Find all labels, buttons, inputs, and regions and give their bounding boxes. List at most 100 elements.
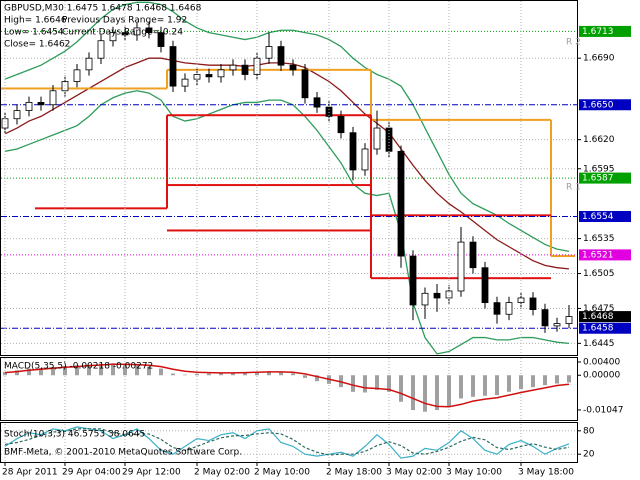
level-label: 1.6521 [582, 250, 614, 260]
candle-body [73, 69, 81, 82]
x-tick-label: 3 May 18:00 [518, 468, 574, 478]
level-box [579, 311, 631, 323]
y-tick-label: -0.01047 [583, 405, 623, 415]
y-tick-label: 0.00400 [583, 357, 620, 367]
y-tick-label: 0.00000 [583, 371, 620, 381]
macd-bar [231, 372, 235, 376]
macd-bar [411, 375, 415, 411]
candle-body [481, 267, 489, 304]
candle-body [529, 297, 537, 311]
level-box [579, 249, 631, 261]
macd-bar [3, 371, 7, 376]
macd-bar [15, 370, 19, 376]
candle-body [505, 302, 513, 315]
series-line [4, 57, 570, 270]
macd-bar [279, 371, 283, 376]
y-tick-label: 1.6535 [583, 234, 615, 244]
info-prev-range: Previous Days Range= 1.92 [62, 16, 187, 26]
x-tick-label: 3 May 02:00 [386, 468, 442, 478]
x-tick-label: 28 Apr 2011 [2, 468, 58, 478]
series-line [4, 90, 570, 355]
macd-bar [99, 363, 103, 376]
macd-bar [495, 375, 499, 396]
y-tick-label: 1.6595 [583, 164, 615, 174]
macd-bar [423, 375, 427, 412]
macd-bar [471, 375, 475, 397]
macd-bar [363, 375, 367, 393]
stoch-panel-frame [0, 422, 578, 463]
candle-body [109, 32, 117, 42]
level-label: 1.6650 [582, 100, 614, 110]
candle-body [289, 64, 297, 71]
macd-bar [87, 364, 91, 376]
macd-bar [135, 365, 139, 376]
level-label: 1.6468 [582, 312, 614, 322]
candle-body [205, 74, 213, 78]
candle-body [1, 118, 9, 129]
candle-body [25, 102, 33, 111]
y-tick-label: 1.6620 [583, 135, 615, 145]
candle-body [217, 69, 225, 78]
x-tick-label: 29 Apr 04:00 [62, 468, 121, 478]
y-tick-label: 1.6505 [583, 269, 615, 279]
candle-body [97, 40, 105, 59]
stoch-title: Stoch(10,3,3) 46.5753 38.0645 [4, 430, 145, 440]
main-panel-frame [0, 0, 578, 356]
y-tick-label: 1.6690 [583, 54, 615, 64]
macd-bar [255, 371, 259, 376]
macd-bar [27, 368, 31, 376]
x-tick-label: 2 May 18:00 [326, 468, 382, 478]
macd-bar [543, 375, 547, 386]
footer: BMF-Meta, © 2001-2010 MetaQuotes Softwar… [4, 448, 242, 458]
level-label: 1.6554 [582, 212, 614, 222]
candle-body [553, 323, 561, 327]
macd-bar [171, 373, 175, 376]
candle-body [493, 302, 501, 315]
macd-bar [375, 375, 379, 390]
candle-body [373, 127, 381, 150]
candle-body [361, 148, 369, 171]
x-tick-label: 29 Apr 12:00 [122, 468, 181, 478]
candle-body [253, 57, 261, 75]
candle-body [517, 297, 525, 304]
y-tick-label: 1.6445 [583, 339, 615, 349]
candle-body [265, 46, 273, 59]
candle-body [241, 64, 249, 75]
macd-bar [507, 375, 511, 392]
macd-bar [483, 375, 487, 396]
macd-bar [435, 375, 439, 411]
macd-bar [399, 375, 403, 402]
macd-bar [291, 373, 295, 376]
x-tick-label: 3 May 10:00 [446, 468, 502, 478]
candle-body [181, 78, 189, 87]
candle-body [349, 132, 357, 171]
level-box [579, 322, 631, 334]
candle-body [301, 69, 309, 99]
candle-body [169, 46, 177, 87]
macd-bar [447, 375, 451, 407]
candle-body [37, 102, 45, 106]
candle-body [229, 64, 237, 71]
level-box [579, 99, 631, 111]
candle-body [409, 255, 417, 306]
macd-bar [159, 368, 163, 376]
x-tick-label: 2 May 10:00 [254, 468, 310, 478]
info-curr-range: Current Days Range= 0.24 [62, 28, 183, 38]
candle-body [277, 46, 285, 66]
level-label: 1.6458 [582, 324, 614, 334]
macd-bar [243, 372, 247, 376]
candle-body [13, 110, 21, 120]
candle-body [61, 81, 69, 92]
macd-bar [531, 375, 535, 388]
macd-bar [147, 366, 151, 376]
series-line [4, 428, 570, 456]
info-close: Close= 1.6462 [4, 40, 70, 50]
y-tick-label: 80 [583, 426, 595, 436]
macd-bar [195, 373, 199, 376]
candle-body [337, 115, 345, 134]
y-tick-label: 1.6475 [583, 304, 615, 314]
y-tick-label: 20 [583, 450, 595, 460]
pivot-annotation: R 1 [566, 183, 581, 193]
